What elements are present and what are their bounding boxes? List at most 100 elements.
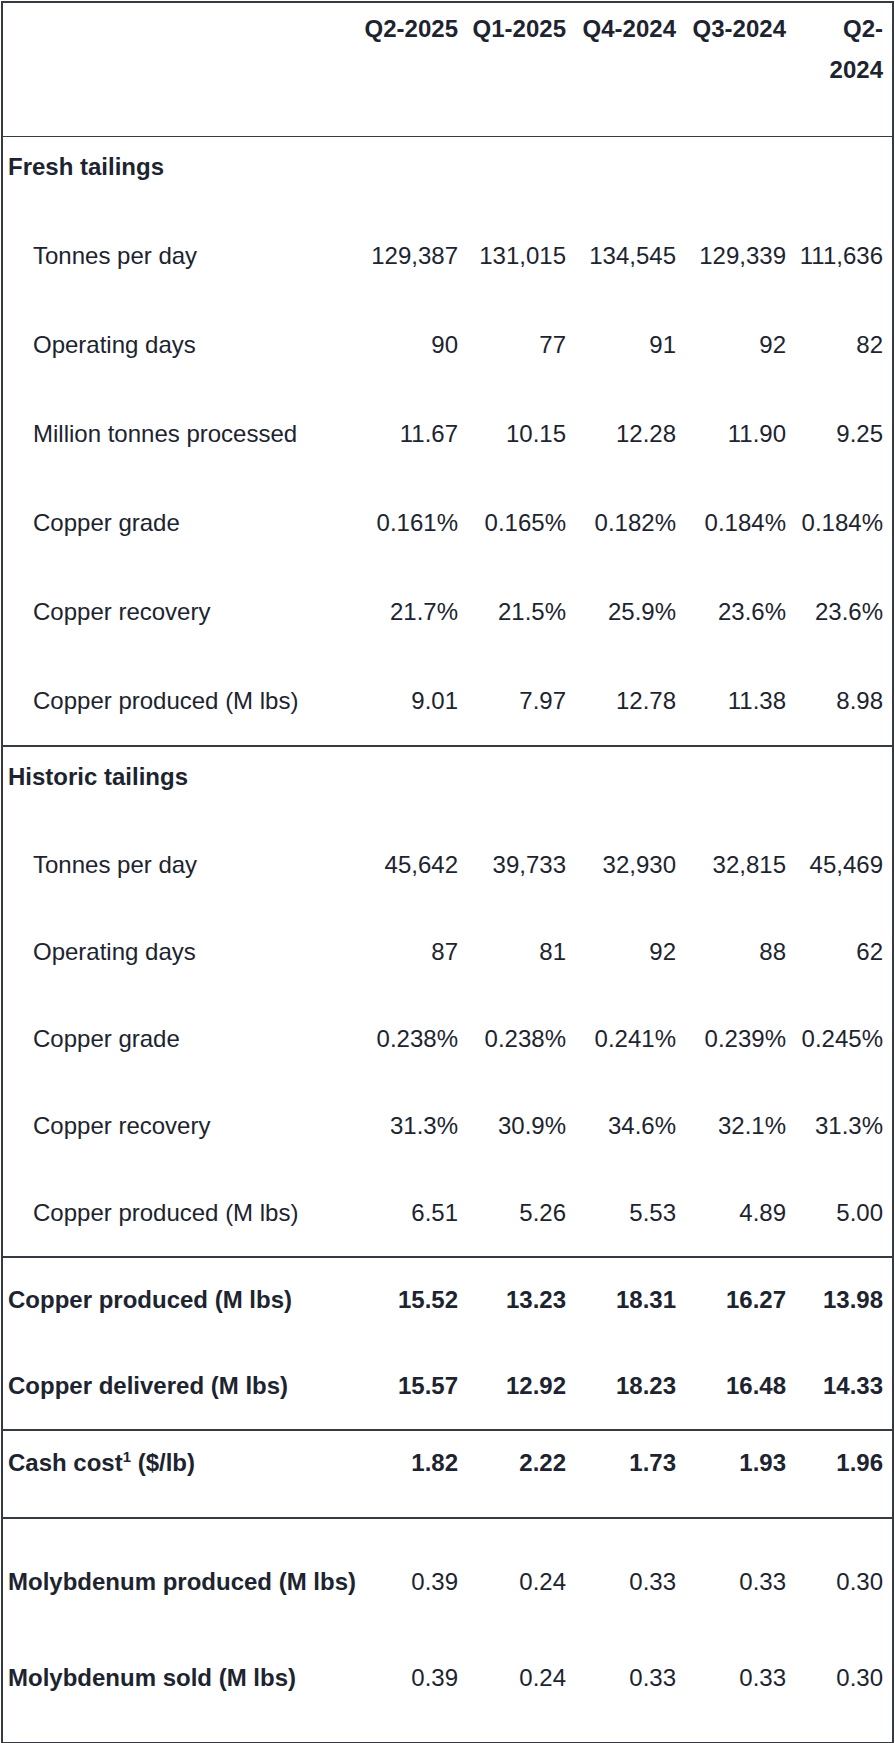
table-row: Operating days 87 81 92 88 62	[2, 909, 893, 996]
value-cell: 31.3%	[360, 1083, 467, 1170]
value-cell: 5.53	[575, 1170, 685, 1257]
section-fresh-tailings: Fresh tailings Tonnes per day 129,387 13…	[2, 136, 893, 746]
value-cell: 0.165%	[467, 479, 575, 568]
value-cell: 45,469	[795, 822, 893, 909]
table-row-total: Copper delivered (M lbs) 15.57 12.92 18.…	[2, 1343, 893, 1430]
section-title-fresh-tailings: Fresh tailings	[2, 136, 360, 212]
value-cell: 18.23	[575, 1343, 685, 1430]
value-cell: 45,642	[360, 822, 467, 909]
row-label-copper-delivered-total: Copper delivered (M lbs)	[2, 1343, 360, 1430]
value-cell: 14.33	[795, 1343, 893, 1430]
value-cell: 9.01	[360, 657, 467, 746]
section-historic-tailings: Historic tailings Tonnes per day 45,642 …	[2, 746, 893, 1257]
value-cell: 16.48	[685, 1343, 795, 1430]
value-cell: 0.238%	[360, 996, 467, 1083]
value-cell: 82	[795, 301, 893, 390]
value-cell: 23.6%	[795, 568, 893, 657]
value-cell: 10.15	[467, 390, 575, 479]
value-cell: 12.92	[467, 1343, 575, 1430]
value-cell: 0.30	[795, 1646, 893, 1743]
value-cell: 23.6%	[685, 568, 795, 657]
value-cell: 30.9%	[467, 1083, 575, 1170]
empty-cell	[360, 746, 467, 822]
quarter-header-q1-2025: Q1-2025	[467, 2, 575, 136]
row-label: Copper grade	[2, 479, 360, 568]
empty-cell	[575, 746, 685, 822]
value-cell: 0.161%	[360, 479, 467, 568]
value-cell: 0.39	[360, 1518, 467, 1646]
value-cell: 0.182%	[575, 479, 685, 568]
empty-cell	[685, 136, 795, 212]
value-cell: 34.6%	[575, 1083, 685, 1170]
value-cell: 9.25	[795, 390, 893, 479]
production-table-page: Q2-2025 Q1-2025 Q4-2024 Q3-2024 Q2-2024 …	[0, 0, 895, 1743]
table-row: Copper produced (M lbs) 6.51 5.26 5.53 4…	[2, 1170, 893, 1257]
value-cell: 87	[360, 909, 467, 996]
section-copper-totals: Copper produced (M lbs) 15.52 13.23 18.3…	[2, 1257, 893, 1430]
value-cell: 129,339	[685, 212, 795, 301]
value-cell: 2.22	[467, 1430, 575, 1518]
value-cell: 0.241%	[575, 996, 685, 1083]
empty-cell	[467, 746, 575, 822]
row-label: Operating days	[2, 909, 360, 996]
corner-cell	[2, 2, 360, 136]
value-cell: 0.33	[575, 1518, 685, 1646]
value-cell: 0.30	[795, 1518, 893, 1646]
quarter-header-q3-2024: Q3-2024	[685, 2, 795, 136]
cash-cost-unit: ($/lb)	[131, 1449, 195, 1476]
table-row: Tonnes per day 129,387 131,015 134,545 1…	[2, 212, 893, 301]
value-cell: 15.52	[360, 1257, 467, 1343]
value-cell: 91	[575, 301, 685, 390]
quarter-header-q2-2024: Q2-2024	[795, 2, 893, 136]
value-cell: 0.239%	[685, 996, 795, 1083]
value-cell: 1.73	[575, 1430, 685, 1518]
value-cell: 0.245%	[795, 996, 893, 1083]
value-cell: 77	[467, 301, 575, 390]
table-row: Million tonnes processed 11.67 10.15 12.…	[2, 390, 893, 479]
value-cell: 0.238%	[467, 996, 575, 1083]
row-label: Copper produced (M lbs)	[2, 657, 360, 746]
value-cell: 12.28	[575, 390, 685, 479]
value-cell: 21.7%	[360, 568, 467, 657]
table-row-molybdenum-produced: Molybdenum produced (M lbs) 0.39 0.24 0.…	[2, 1518, 893, 1646]
table-row: Operating days 90 77 91 92 82	[2, 301, 893, 390]
value-cell: 12.78	[575, 657, 685, 746]
table-row: Copper grade 0.161% 0.165% 0.182% 0.184%…	[2, 479, 893, 568]
value-cell: 90	[360, 301, 467, 390]
empty-cell	[467, 136, 575, 212]
value-cell: 11.67	[360, 390, 467, 479]
empty-cell	[360, 136, 467, 212]
value-cell: 81	[467, 909, 575, 996]
section-title-row: Fresh tailings	[2, 136, 893, 212]
value-cell: 0.39	[360, 1646, 467, 1743]
value-cell: 13.98	[795, 1257, 893, 1343]
table-row: Copper grade 0.238% 0.238% 0.241% 0.239%…	[2, 996, 893, 1083]
table-row: Tonnes per day 45,642 39,733 32,930 32,8…	[2, 822, 893, 909]
row-label: Copper grade	[2, 996, 360, 1083]
table-row: Copper produced (M lbs) 9.01 7.97 12.78 …	[2, 657, 893, 746]
value-cell: 32,930	[575, 822, 685, 909]
value-cell: 32.1%	[685, 1083, 795, 1170]
value-cell: 5.00	[795, 1170, 893, 1257]
row-label-copper-produced-total: Copper produced (M lbs)	[2, 1257, 360, 1343]
footnote-marker: 1	[123, 1449, 131, 1465]
value-cell: 25.9%	[575, 568, 685, 657]
value-cell: 4.89	[685, 1170, 795, 1257]
value-cell: 11.90	[685, 390, 795, 479]
value-cell: 0.33	[575, 1646, 685, 1743]
value-cell: 92	[575, 909, 685, 996]
value-cell: 111,636	[795, 212, 893, 301]
value-cell: 134,545	[575, 212, 685, 301]
value-cell: 16.27	[685, 1257, 795, 1343]
section-title-historic-tailings: Historic tailings	[2, 746, 360, 822]
cash-cost-label: Cash cost	[8, 1449, 123, 1476]
value-cell: 18.31	[575, 1257, 685, 1343]
section-cash-cost: Cash cost1 ($/lb) 1.82 2.22 1.73 1.93 1.…	[2, 1430, 893, 1518]
value-cell: 0.33	[685, 1646, 795, 1743]
value-cell: 62	[795, 909, 893, 996]
row-label: Copper recovery	[2, 568, 360, 657]
table-row-molybdenum-sold: Molybdenum sold (M lbs) 0.39 0.24 0.33 0…	[2, 1646, 893, 1743]
value-cell: 129,387	[360, 212, 467, 301]
table-row-total: Copper produced (M lbs) 15.52 13.23 18.3…	[2, 1257, 893, 1343]
value-cell: 0.184%	[685, 479, 795, 568]
